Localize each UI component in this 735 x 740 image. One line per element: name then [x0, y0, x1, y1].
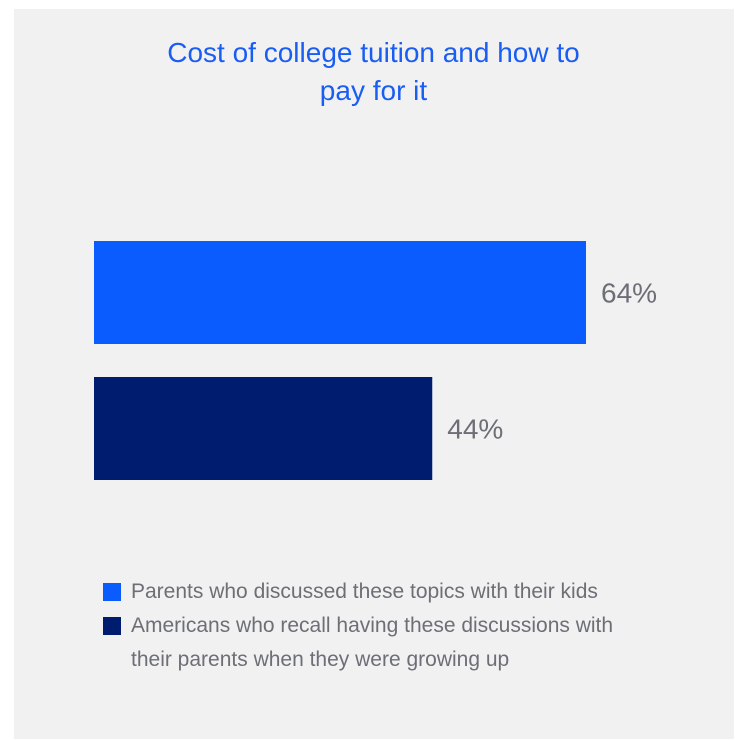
chart-title: Cost of college tuition and how to pay f…	[0, 34, 735, 110]
data-label-parents: 64%	[601, 278, 657, 309]
chart-title-line-2: pay for it	[319, 75, 428, 106]
bar-americans	[94, 377, 433, 480]
bar-parents	[94, 241, 586, 344]
legend-item-parents: Parents who discussed these topics with …	[103, 575, 713, 609]
chart-title-line-1: Cost of college tuition and how to	[167, 37, 580, 68]
legend-swatch-americans	[103, 617, 121, 635]
chart-panel	[14, 9, 734, 739]
legend-label-americans-line-1: Americans who recall having these discus…	[131, 614, 614, 637]
legend-label-americans-line-2: their parents when they were growing up	[131, 648, 510, 671]
legend-item-americans: Americans who recall having these discus…	[103, 609, 713, 677]
data-label-americans: 44%	[447, 414, 503, 445]
legend-label-parents: Parents who discussed these topics with …	[131, 580, 598, 603]
legend: Parents who discussed these topics with …	[103, 575, 713, 677]
legend-swatch-parents	[103, 583, 121, 601]
